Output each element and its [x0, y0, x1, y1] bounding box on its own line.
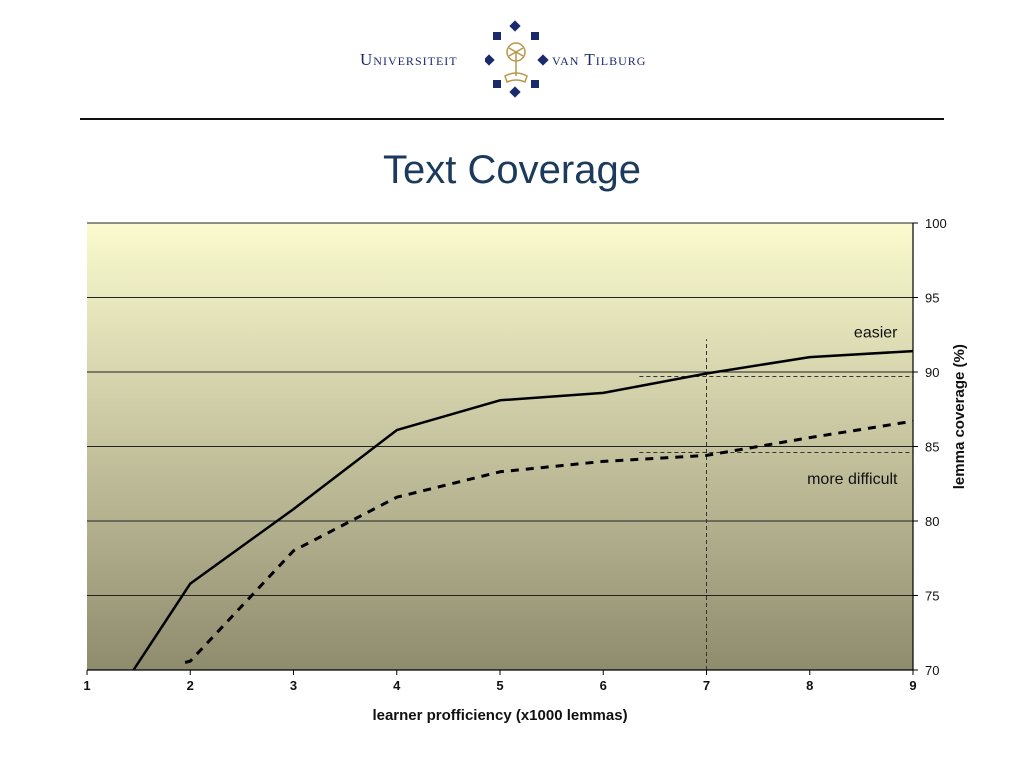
header-divider [80, 118, 944, 120]
series-lines [132, 349, 914, 671]
annotation-easier: easier [854, 325, 898, 342]
x-tick-label-3: 3 [290, 678, 297, 693]
series-line-dashed [184, 419, 914, 664]
y-tick-label-70: 70 [925, 663, 939, 678]
axes [86, 222, 918, 675]
annotation-more-difficult: more difficult [807, 471, 898, 488]
y-tick-label-85: 85 [925, 440, 939, 455]
x-tick-label-2: 2 [187, 678, 194, 693]
x-tick-label-6: 6 [600, 678, 607, 693]
x-tick-label-4: 4 [393, 678, 401, 693]
y-tick-label-80: 80 [925, 514, 939, 529]
university-emblem-icon [485, 20, 549, 98]
coverage-chart: 1 2 3 4 5 6 7 8 9 70 75 80 85 90 95 100 learner proffic… [83, 216, 968, 724]
x-tick-label-5: 5 [496, 678, 503, 693]
x-tick-label-9: 9 [909, 678, 916, 693]
x-tick-label-1: 1 [83, 678, 90, 693]
logo-text-right: van Tilburg [552, 50, 647, 69]
logo-text-left: Universiteit [360, 50, 458, 69]
x-tick-label-7: 7 [703, 678, 710, 693]
tick-labels: 1 2 3 4 5 6 7 8 9 70 75 80 85 90 95 100 [83, 216, 946, 693]
y-tick-label-100: 100 [925, 216, 947, 231]
x-axis-label: learner profficiency (x1000 lemmas) [372, 707, 627, 724]
y-tick-label-95: 95 [925, 291, 939, 306]
y-tick-label-90: 90 [925, 365, 939, 380]
slide-title: Text Coverage [383, 148, 641, 192]
series-line-solid [132, 349, 914, 671]
y-axis-label: lemma coverage (%) [951, 344, 968, 489]
x-tick-label-8: 8 [806, 678, 813, 693]
gridlines [87, 222, 913, 671]
university-logo: Universiteit van Tilburg [360, 20, 670, 102]
y-tick-label-75: 75 [925, 589, 939, 604]
